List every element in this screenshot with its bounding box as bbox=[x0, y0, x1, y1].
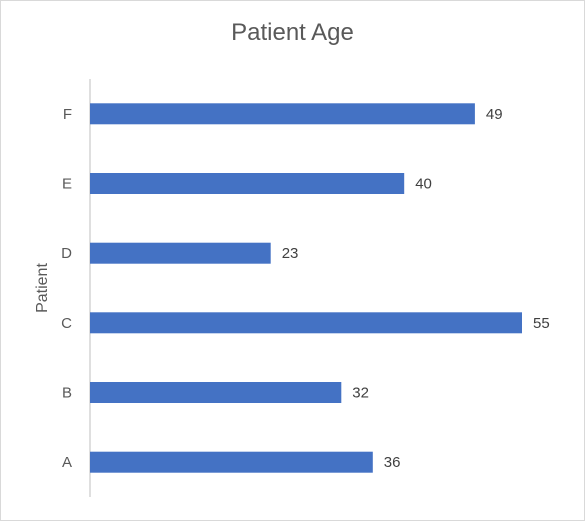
bar-D bbox=[90, 242, 271, 264]
category-label-A: A bbox=[62, 454, 72, 471]
bar-E bbox=[90, 173, 405, 194]
data-label-A: 36 bbox=[384, 454, 401, 471]
data-label-C: 55 bbox=[533, 315, 550, 332]
data-label-E: 40 bbox=[415, 176, 432, 193]
bar-A bbox=[90, 451, 373, 473]
data-label-F: 49 bbox=[486, 106, 503, 123]
chart-title: Patient Age bbox=[231, 19, 354, 46]
data-label-D: 23 bbox=[282, 245, 299, 262]
category-label-B: B bbox=[62, 385, 72, 402]
bar-B bbox=[90, 382, 342, 403]
bar-F bbox=[90, 103, 475, 125]
category-label-F: F bbox=[63, 106, 72, 123]
data-label-B: 32 bbox=[352, 385, 369, 402]
category-label-D: D bbox=[61, 245, 72, 262]
category-label-E: E bbox=[62, 176, 72, 193]
bar-C bbox=[90, 312, 522, 334]
category-label-C: C bbox=[61, 315, 72, 332]
